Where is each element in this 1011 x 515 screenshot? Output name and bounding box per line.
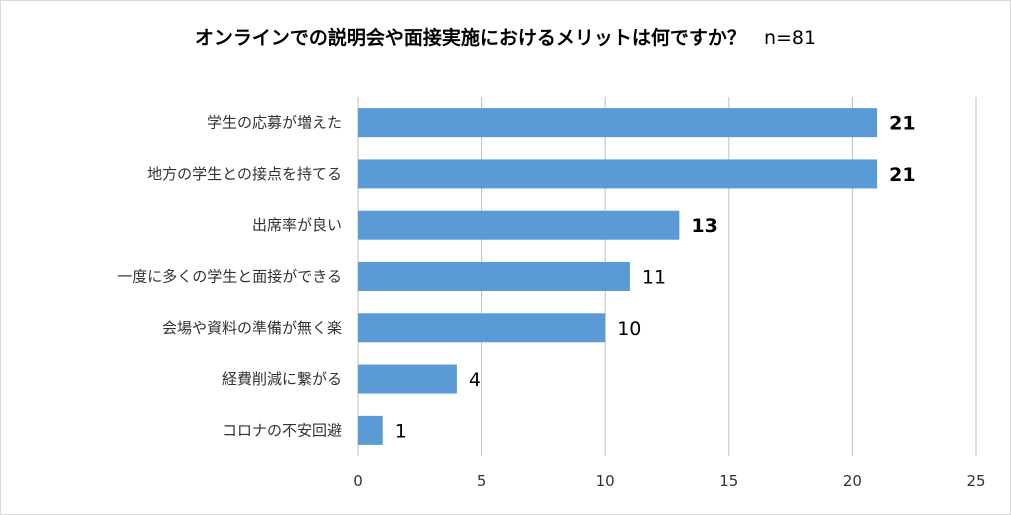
- x-tick-label: 10: [596, 472, 615, 490]
- data-label: 21: [889, 113, 915, 135]
- data-label: 1: [395, 420, 407, 442]
- data-label: 13: [691, 215, 717, 237]
- data-label: 21: [889, 164, 915, 186]
- bar: [358, 415, 383, 445]
- sample-size: n=81: [763, 27, 817, 49]
- data-label: 10: [617, 318, 641, 340]
- chart-title-text: オンラインでの説明会や面接実施におけるメリットは何ですか？: [194, 27, 746, 49]
- bar: [358, 108, 878, 138]
- bar: [358, 210, 680, 240]
- category-label: 地方の学生との接点を持てる: [147, 165, 342, 183]
- category-label: 経費削減に繋がる: [222, 370, 342, 388]
- bar: [358, 159, 878, 189]
- x-tick-label: 0: [353, 472, 363, 490]
- x-tick-label: 15: [719, 472, 738, 490]
- chart-title: オンラインでの説明会や面接実施におけるメリットは何ですか？ n=81: [1, 23, 1010, 50]
- category-label: 出席率が良い: [252, 216, 342, 234]
- bar: [358, 364, 457, 394]
- category-label: 会場や資料の準備が無く楽: [162, 319, 342, 337]
- x-tick-label: 5: [477, 472, 487, 490]
- bar: [358, 313, 606, 343]
- bar: [358, 262, 630, 291]
- category-label: コロナの不安回避: [222, 421, 342, 439]
- category-label: 学生の応募が増えた: [207, 114, 342, 132]
- x-tick-label: 20: [843, 472, 862, 490]
- x-tick-label: 25: [966, 472, 985, 490]
- category-label: 一度に多くの学生と面接ができる: [117, 268, 342, 286]
- data-label: 4: [469, 369, 481, 391]
- data-label: 11: [642, 267, 666, 289]
